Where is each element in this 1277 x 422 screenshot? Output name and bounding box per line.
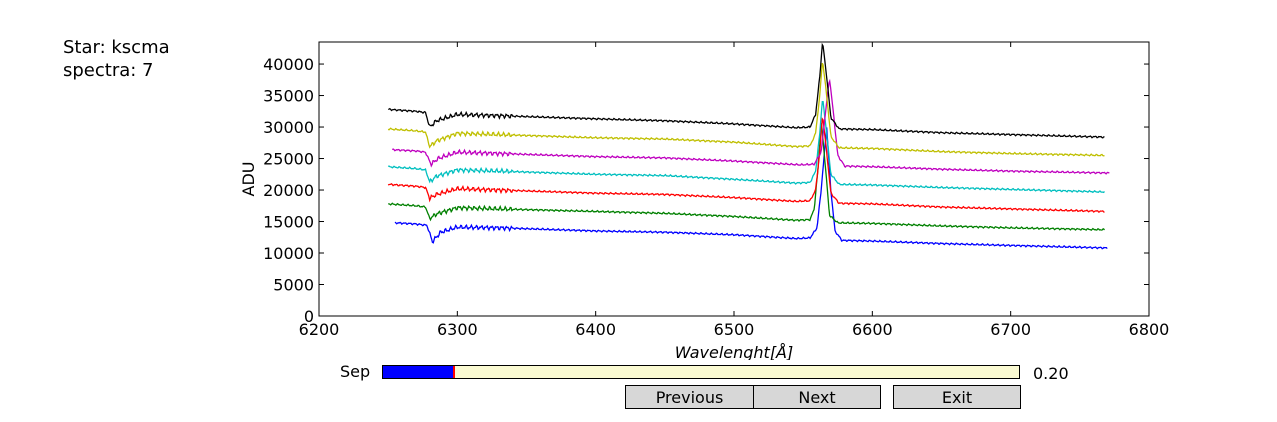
sep-slider-value: 0.20 <box>1033 364 1069 383</box>
star-info: Star: kscma spectra: 7 <box>63 36 170 82</box>
y-tick-label: 0 <box>304 307 314 326</box>
exit-button[interactable]: Exit <box>893 385 1021 409</box>
series-line-5 <box>391 78 1110 175</box>
x-axis-label: Wavelenght[Å] <box>675 343 794 360</box>
x-tick-label: 6800 <box>1129 320 1170 339</box>
sep-slider-handle[interactable] <box>452 366 455 378</box>
previous-button[interactable]: Previous <box>625 385 754 409</box>
y-axis-label: ADU <box>239 162 258 197</box>
x-tick-label: 6500 <box>714 320 755 339</box>
series-line-2 <box>388 122 1105 232</box>
series-line-1 <box>394 127 1108 250</box>
x-tick-label: 6200 <box>299 320 340 339</box>
spectra-chart: 6200 6300 6400 6500 6600 6700 6800 0 5000 10000 15… <box>239 41 1170 360</box>
x-tick-label: 6700 <box>990 320 1031 339</box>
x-tick-label: 6600 <box>852 320 893 339</box>
sep-slider[interactable] <box>382 365 1020 379</box>
y-tick-label: 25000 <box>263 150 314 169</box>
y-tick-label: 5000 <box>273 276 314 295</box>
y-tick-label: 10000 <box>263 244 314 263</box>
sep-slider-label: Sep <box>340 362 371 381</box>
y-tick-label: 35000 <box>263 87 314 106</box>
y-tick-label: 30000 <box>263 118 314 137</box>
x-tick-label: 6400 <box>575 320 616 339</box>
series-line-3 <box>387 117 1105 213</box>
star-name-text: Star: kscma <box>63 37 170 58</box>
x-tick-label: 6300 <box>437 320 478 339</box>
y-tick-label: 20000 <box>263 181 314 200</box>
series-line-4 <box>387 100 1105 194</box>
series-line-6 <box>387 62 1105 157</box>
y-tick-label: 40000 <box>263 55 314 74</box>
y-tick-label: 15000 <box>263 213 314 232</box>
series-line-7 <box>388 42 1105 139</box>
next-button[interactable]: Next <box>753 385 881 409</box>
sep-slider-fill <box>383 366 453 378</box>
spectra-count-text: spectra: 7 <box>63 60 154 81</box>
